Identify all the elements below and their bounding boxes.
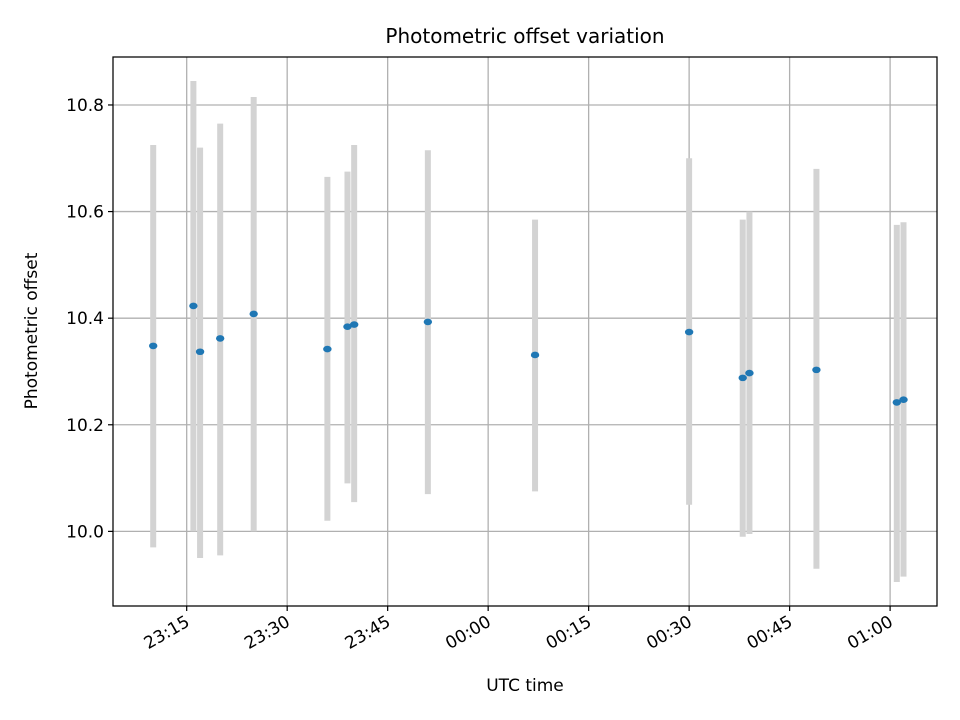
y-tick-label: 10.2 — [66, 416, 104, 436]
data-point — [189, 302, 198, 310]
data-point — [899, 396, 908, 404]
data-point — [423, 318, 433, 326]
data-point — [812, 366, 821, 374]
data-point — [148, 342, 158, 350]
y-tick-label: 10.8 — [66, 96, 104, 116]
data-points — [148, 302, 908, 406]
y-tick-label: 10.4 — [66, 309, 104, 329]
data-point — [892, 399, 902, 406]
data-point — [323, 345, 332, 353]
x-axis-label: UTC time — [486, 676, 564, 696]
data-point — [249, 310, 258, 318]
grid — [113, 57, 937, 606]
y-axis-label: Photometric offset — [22, 252, 42, 409]
plot-area-frame — [112, 56, 938, 607]
data-point — [215, 335, 225, 342]
chart-title: Photometric offset variation — [385, 24, 664, 48]
data-point — [195, 348, 205, 356]
data-point — [745, 369, 754, 377]
data-point — [738, 374, 747, 382]
y-tick-label: 10.6 — [66, 203, 104, 223]
data-point — [530, 351, 540, 359]
data-point — [684, 328, 694, 336]
y-tick-label: 10.0 — [66, 522, 104, 542]
data-point — [343, 323, 352, 331]
data-point — [349, 321, 359, 328]
